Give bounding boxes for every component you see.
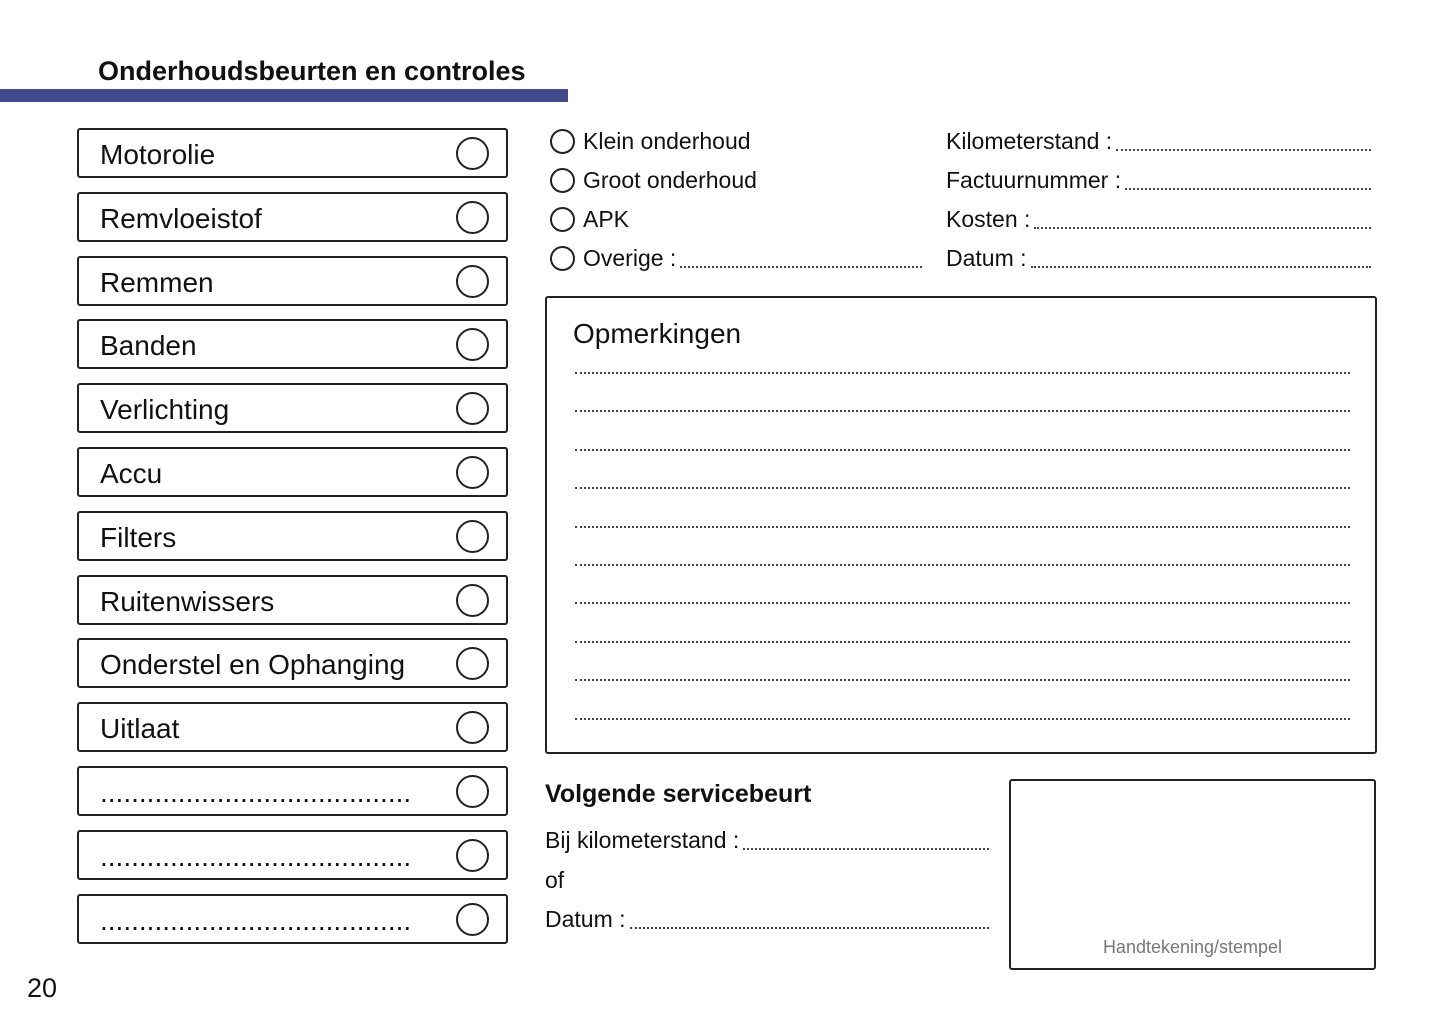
checklist-item[interactable]: Accu	[77, 447, 508, 497]
checklist-item[interactable]: ........................................	[77, 893, 508, 944]
field-label: Factuurnummer :	[946, 167, 1122, 193]
checklist-item-label: Motorolie	[100, 139, 216, 170]
notes-dotted-line	[575, 640, 1350, 643]
checklist-item[interactable]: Ruitenwissers	[77, 574, 508, 625]
checklist-item-label: Verlichting	[100, 394, 230, 426]
checkbox-circle-icon[interactable]	[456, 519, 489, 553]
next-km-field[interactable]: Bij kilometerstand :	[545, 827, 989, 854]
option-label: Klein onderhoud	[583, 128, 751, 154]
option-label: APK	[583, 206, 630, 232]
service-type-option[interactable]: APK	[550, 206, 629, 233]
service-field[interactable]: Factuurnummer :	[946, 167, 1371, 194]
service-type-option[interactable]: Groot onderhoud	[550, 167, 757, 194]
checkbox-circle-icon[interactable]	[456, 838, 489, 872]
dotted-line	[1116, 133, 1371, 151]
checklist-item-label: Banden	[100, 330, 197, 362]
notes-dotted-line	[575, 448, 1350, 451]
checkbox-circle-icon[interactable]	[456, 647, 489, 681]
checkbox-circle-icon[interactable]	[456, 456, 489, 489]
service-field[interactable]: Datum :	[946, 245, 1371, 272]
notes-box[interactable]: Opmerkingen	[545, 296, 1377, 754]
option-label: Groot onderhoud	[583, 167, 757, 193]
radio-circle-icon[interactable]	[550, 129, 575, 154]
field-label: Kilometerstand :	[946, 128, 1113, 154]
title-accent-bar	[0, 89, 568, 102]
or-label: of	[545, 867, 565, 893]
field-label: Kosten :	[946, 206, 1031, 232]
radio-circle-icon[interactable]	[550, 207, 575, 232]
checklist-item-label: Remmen	[100, 266, 214, 298]
checklist-item[interactable]: Onderstel en Ophanging	[77, 638, 508, 689]
service-field[interactable]: Kilometerstand :	[946, 128, 1371, 155]
dotted-line	[1030, 250, 1371, 268]
checkbox-circle-icon[interactable]	[456, 392, 489, 426]
next-date-label: Datum :	[545, 906, 626, 932]
checklist-item-label: ........................................	[100, 840, 412, 872]
checklist-item[interactable]: Verlichting	[77, 383, 508, 434]
page-title: Onderhoudsbeurten en controles	[98, 56, 526, 86]
field-label: Datum :	[946, 245, 1027, 271]
service-type-option[interactable]: Overige :	[550, 245, 922, 272]
checklist-item[interactable]: ........................................	[77, 829, 508, 880]
checklist-item[interactable]: ........................................	[77, 766, 508, 816]
notes-dotted-line	[575, 717, 1350, 720]
checkbox-circle-icon[interactable]	[456, 583, 489, 617]
notes-title: Opmerkingen	[573, 318, 742, 349]
checklist-item[interactable]: Uitlaat	[77, 702, 508, 753]
notes-dotted-line	[575, 679, 1350, 682]
signature-stamp-box[interactable]: Handtekening/stempel	[1009, 779, 1376, 970]
dotted-line	[629, 911, 989, 929]
checkbox-circle-icon[interactable]	[456, 137, 489, 170]
checkbox-circle-icon[interactable]	[456, 711, 489, 745]
checklist-item-label: Onderstel en Ophanging	[100, 649, 406, 681]
next-km-label: Bij kilometerstand :	[545, 827, 740, 853]
checklist-item-label: ........................................	[100, 777, 412, 808]
checkbox-circle-icon[interactable]	[456, 328, 489, 362]
checkbox-circle-icon[interactable]	[456, 264, 489, 298]
checkbox-circle-icon[interactable]	[456, 902, 489, 936]
checklist-item-label: Uitlaat	[100, 713, 180, 745]
checklist-item[interactable]: Banden	[77, 319, 508, 370]
page-number: 20	[27, 973, 58, 1003]
notes-dotted-line	[575, 525, 1350, 528]
notes-dotted-line	[575, 487, 1350, 490]
checklist-item[interactable]: Motorolie	[77, 128, 508, 178]
checklist-item-label: Accu	[100, 458, 163, 489]
dotted-line	[680, 250, 922, 268]
notes-dotted-line	[575, 602, 1350, 605]
checkbox-circle-icon[interactable]	[456, 200, 489, 234]
notes-dotted-line	[575, 564, 1350, 566]
checklist-item-label: Filters	[100, 521, 177, 553]
dotted-line	[743, 832, 989, 850]
radio-circle-icon[interactable]	[550, 168, 575, 193]
service-type-option[interactable]: Klein onderhoud	[550, 128, 751, 155]
notes-dotted-line	[575, 372, 1350, 374]
radio-circle-icon[interactable]	[550, 246, 575, 271]
dotted-line	[1034, 211, 1371, 229]
checklist-item[interactable]: Remvloeistof	[77, 191, 508, 242]
dotted-line	[1125, 172, 1371, 190]
next-service-title: Volgende servicebeurt	[545, 780, 812, 808]
checklist-item[interactable]: Remmen	[77, 255, 508, 306]
checklist-item-label: Ruitenwissers	[100, 585, 275, 617]
option-label: Overige :	[583, 245, 677, 271]
checklist-item-label: Remvloeistof	[100, 202, 262, 234]
next-date-field[interactable]: Datum :	[545, 906, 989, 933]
checklist-item[interactable]: Filters	[77, 510, 508, 561]
stamp-label: Handtekening/stempel	[1102, 937, 1283, 957]
notes-dotted-line	[575, 410, 1350, 413]
service-field[interactable]: Kosten :	[946, 206, 1371, 233]
checklist-item-label: ........................................	[100, 904, 412, 936]
checkbox-circle-icon[interactable]	[456, 775, 489, 808]
